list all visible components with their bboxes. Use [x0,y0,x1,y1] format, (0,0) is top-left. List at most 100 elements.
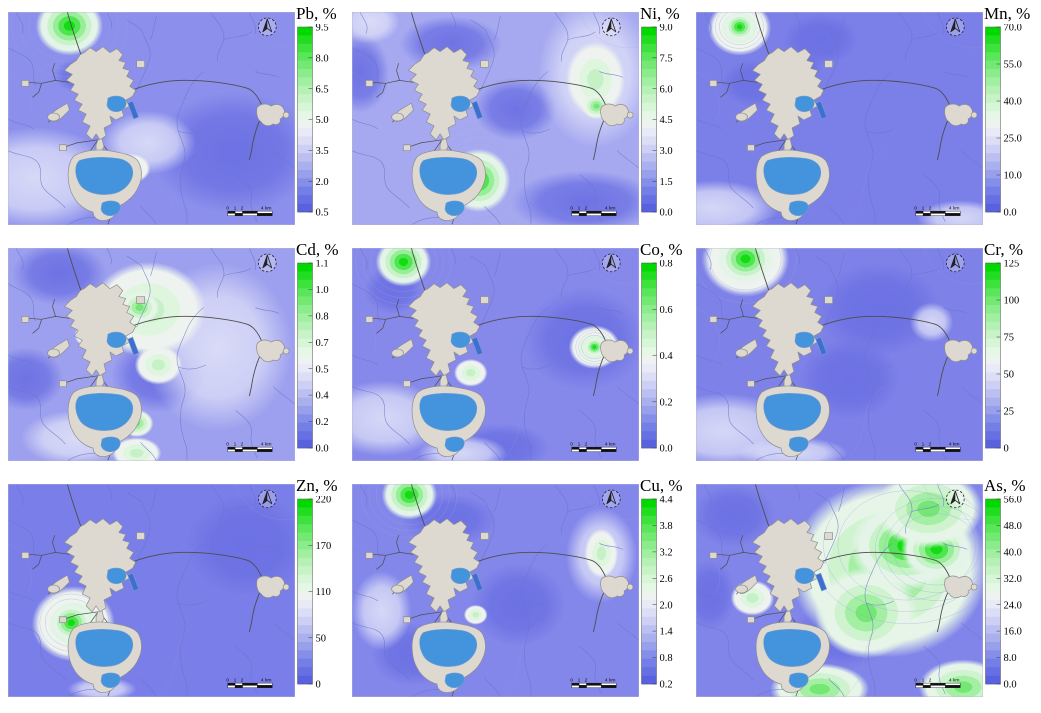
low-concentration-zone [8,347,64,411]
colorbar-tick-label: 0.2 [316,417,329,428]
colorbar-tick-label: 220 [316,496,332,506]
panel-title-Cu: Cu, % [640,476,683,495]
panel-title-Zn: Zn, % [296,476,338,495]
colorbar-tick-label: 3.2 [660,548,673,559]
legend-column-As: As, % 56.0 48.0 40.0 32.0 24.0 16.0 8.0 … [983,476,1040,712]
low-concentration-zone [352,33,390,114]
colorbar-tick-label: 2.0 [660,600,673,611]
map-area-Cr [696,248,983,461]
colorbar-tick-label: 0.0 [1004,680,1017,688]
colorbar-tick-label: 0.5 [316,208,329,216]
colorbar-tick-label: 16.0 [1004,627,1022,638]
map-area-Cu [352,484,639,697]
colorbar-tick-label: 70.0 [1004,24,1022,34]
panel-Pb: Pb, % 9.5 8.0 6.5 5.0 3.5 2.0 0.5 [8,4,352,240]
panel-title-Ni: Ni, % [640,4,680,23]
colorbar-Ni: 9.0 7.5 6.0 4.5 3.0 1.5 0.0 [641,24,673,216]
colorbar-tick-label: 0 [316,680,321,688]
colorbar-tick-label: 8.0 [316,53,329,64]
legend-column-Mn: Mn, % 70.0 55.0 40.0 25.0 10.0 0.0 [983,4,1040,240]
mid-concentration-zone [696,180,779,225]
colorbar-Co: 0.8 0.6 0.4 0.2 0.0 [641,260,673,452]
colorbar-tick-label: 9.5 [316,24,329,34]
panel-Zn: Zn, % 220 170 110 50 0 [8,476,352,712]
concentration-map-As [696,484,983,697]
colorbar-tick-label: 0.5 [316,364,329,375]
panel-Cd: Cd, % 1.1 1.0 0.8 0.7 0.5 0.4 0.2 0.0 [8,240,352,476]
colorbar-tick-label: 48.0 [1004,521,1022,532]
panel-title-Co: Co, % [640,240,683,259]
legend-column-Co: Co, % 0.8 0.6 0.4 0.2 0.0 [639,240,696,476]
colorbar-tick-label: 3.5 [316,146,329,157]
panel-title-Cr: Cr, % [984,240,1023,259]
map-area-Pb [8,12,295,225]
hotspot-pale [565,41,626,118]
colorbar-tick-label: 0.0 [316,444,329,452]
colorbar-Zn: 220 170 110 50 0 [297,496,332,688]
colorbar-tick-label: 55.0 [1004,60,1022,71]
colorbar-Mn: 70.0 55.0 40.0 25.0 10.0 0.0 [985,24,1022,216]
concentration-map-Co [352,248,639,461]
hotspot-pale [463,604,488,625]
colorbar-tick-label: 25.0 [1004,134,1022,145]
hotspot-bright [35,12,103,56]
colorbar-gradient [985,263,1001,449]
colorbar-tick-label: 40.0 [1004,548,1022,559]
hotspot-bright [583,337,606,357]
hotspot-pale [584,528,619,579]
colorbar-tick-label: 75 [1004,333,1015,344]
panel-As: As, % 56.0 48.0 40.0 32.0 24.0 16.0 8.0 … [696,476,1040,712]
colorbar-tick-label: 1.0 [316,285,329,296]
concentration-map-Cr [696,248,983,461]
colorbar-tick-label: 32.0 [1004,574,1022,585]
colorbar-tick-label: 0.8 [660,260,673,270]
map-area-Ni [352,12,639,225]
colorbar-gradient [985,27,1001,213]
colorbar-tick-label: 1.4 [660,627,674,638]
colorbar-tick-label: 170 [316,541,332,552]
colorbar-Pb: 9.5 8.0 6.5 5.0 3.5 2.0 0.5 [297,24,329,216]
low-concentration-zone [696,484,776,548]
colorbar-tick-label: 125 [1004,260,1020,270]
hotspot-bright [375,248,432,287]
colorbar-tick-label: 1.1 [316,260,329,270]
concentration-map-Mn [696,12,983,225]
colorbar-tick-label: 3.0 [660,146,673,157]
colorbar-tick-label: 6.0 [660,84,673,95]
colorbar-tick-label: 10.0 [1004,171,1022,182]
mid-concentration-zone [909,302,954,343]
colorbar-tick-label: 25 [1004,407,1015,418]
low-concentration-zone [186,493,295,597]
panel-title-Mn: Mn, % [984,4,1031,23]
colorbar-tick-label: 4.4 [660,496,674,506]
panel-Mn: Mn, % 70.0 55.0 40.0 25.0 10.0 0.0 [696,4,1040,240]
panel-title-Pb: Pb, % [296,4,337,23]
concentration-map-Zn [8,484,295,697]
colorbar-tick-label: 50 [1004,370,1015,381]
colorbar-gradient [297,499,313,685]
hotspot-bright [381,484,438,520]
legend-column-Pb: Pb, % 9.5 8.0 6.5 5.0 3.5 2.0 0.5 [295,4,352,240]
panel-Cr: Cr, % 125 100 75 50 25 0 [696,240,1040,476]
hotspot-medium [814,567,918,659]
colorbar-tick-label: 0.7 [316,338,329,349]
legend-column-Cr: Cr, % 125 100 75 50 25 0 [983,240,1040,476]
panel-Cu: Cu, % 4.4 3.8 3.2 2.6 2.0 1.4 0.8 0.2 [352,476,696,712]
colorbar-tick-label: 0.8 [660,653,673,664]
low-concentration-zone [470,563,566,647]
hotspot-pale [111,437,162,461]
colorbar-tick-label: 0.8 [316,312,329,323]
colorbar-tick-label: 6.5 [316,84,329,95]
mid-concentration-zone [352,12,400,44]
colorbar-tick-label: 50 [316,633,327,644]
colorbar-tick-label: 4.5 [660,115,673,126]
colorbar-tick-label: 56.0 [1004,496,1022,506]
colorbar-tick-label: 110 [316,587,331,598]
colorbar-tick-label: 9.0 [660,24,673,34]
low-concentration-zone [814,261,944,357]
colorbar-Cr: 125 100 75 50 25 0 [985,260,1020,452]
colorbar-tick-label: 0.4 [316,391,330,402]
hotspot-bright [715,248,776,285]
hotspot-pale [134,345,183,385]
